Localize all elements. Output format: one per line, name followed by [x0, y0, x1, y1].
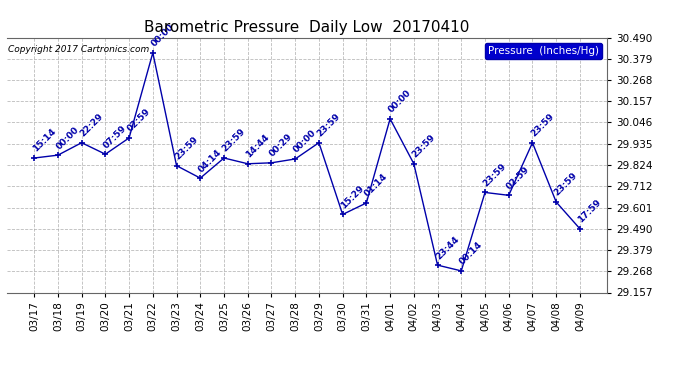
- Legend: Pressure  (Inches/Hg): Pressure (Inches/Hg): [485, 43, 602, 59]
- Text: 23:59: 23:59: [553, 171, 580, 198]
- Text: 15:29: 15:29: [339, 184, 366, 210]
- Text: 23:59: 23:59: [173, 135, 199, 162]
- Title: Barometric Pressure  Daily Low  20170410: Barometric Pressure Daily Low 20170410: [144, 20, 470, 35]
- Text: 23:59: 23:59: [482, 162, 508, 188]
- Text: 01:14: 01:14: [363, 172, 389, 199]
- Text: 00:00: 00:00: [55, 125, 81, 151]
- Text: 14:44: 14:44: [244, 133, 271, 160]
- Text: 17:59: 17:59: [576, 198, 603, 225]
- Text: 00:00: 00:00: [386, 88, 413, 115]
- Text: 02:59: 02:59: [126, 107, 152, 134]
- Text: 15:14: 15:14: [30, 127, 57, 154]
- Text: 00:00: 00:00: [292, 129, 318, 155]
- Text: 02:59: 02:59: [505, 165, 532, 191]
- Text: 00:29: 00:29: [268, 132, 295, 159]
- Text: 22:29: 22:29: [78, 112, 105, 138]
- Text: 23:59: 23:59: [411, 133, 437, 160]
- Text: 23:44: 23:44: [434, 234, 461, 261]
- Text: 23:59: 23:59: [529, 112, 555, 138]
- Text: Copyright 2017 Cartronics.com: Copyright 2017 Cartronics.com: [8, 45, 149, 54]
- Text: 07:59: 07:59: [102, 123, 128, 150]
- Text: 23:59: 23:59: [315, 112, 342, 138]
- Text: 00:00: 00:00: [149, 22, 175, 49]
- Text: 04:14: 04:14: [197, 147, 224, 174]
- Text: 00:14: 00:14: [457, 240, 484, 267]
- Text: 23:59: 23:59: [220, 127, 247, 154]
